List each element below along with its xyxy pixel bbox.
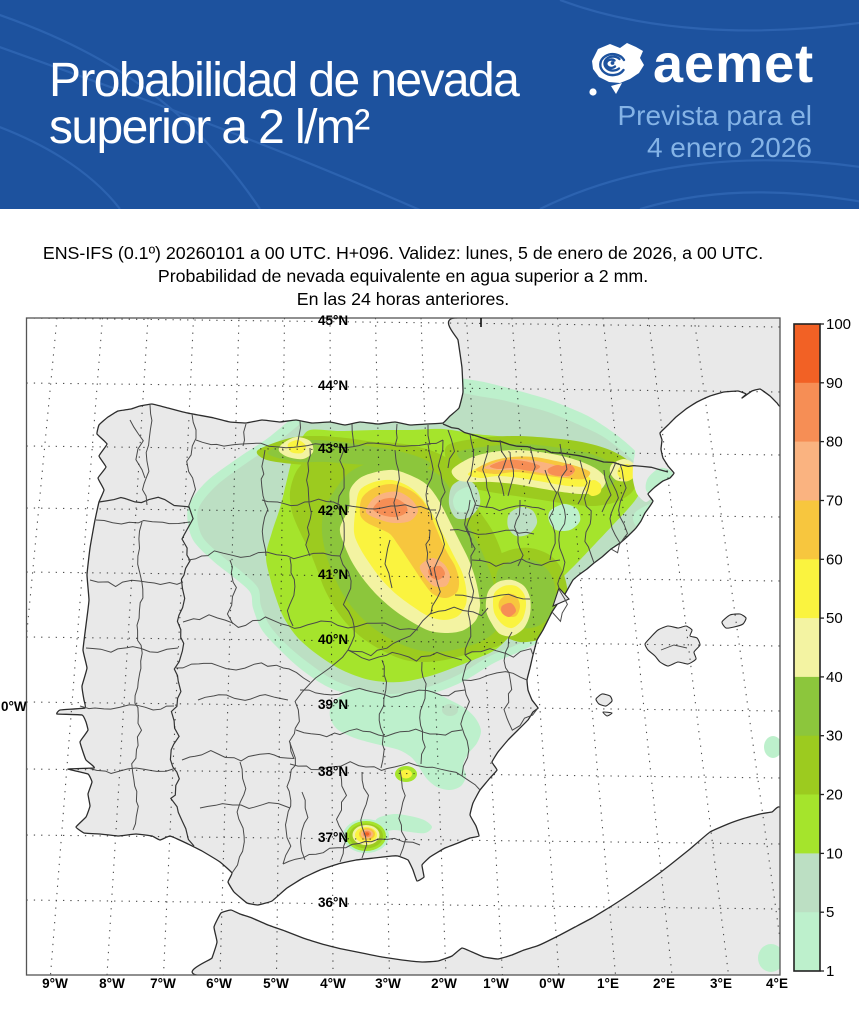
svg-text:43°N: 43°N: [318, 441, 348, 456]
svg-text:50: 50: [826, 610, 843, 627]
svg-text:45°N: 45°N: [318, 313, 348, 328]
svg-text:0°W: 0°W: [539, 976, 565, 991]
svg-text:37°N: 37°N: [318, 830, 348, 845]
svg-text:7°W: 7°W: [150, 976, 176, 991]
svg-text:90: 90: [826, 375, 843, 392]
svg-text:41°N: 41°N: [318, 567, 348, 582]
svg-text:70: 70: [826, 493, 843, 510]
svg-text:38°N: 38°N: [318, 764, 348, 779]
svg-text:2°E: 2°E: [653, 976, 675, 991]
svg-text:40: 40: [826, 669, 843, 686]
svg-text:1: 1: [826, 963, 834, 980]
svg-text:0°W: 0°W: [1, 699, 27, 714]
svg-text:36°N: 36°N: [318, 895, 348, 910]
svg-text:80: 80: [826, 434, 843, 451]
svg-text:4°E: 4°E: [766, 976, 788, 991]
svg-text:6°W: 6°W: [206, 976, 232, 991]
svg-text:1°W: 1°W: [483, 976, 509, 991]
svg-text:5: 5: [826, 904, 834, 921]
svg-text:100: 100: [826, 316, 851, 333]
svg-text:4°W: 4°W: [320, 976, 346, 991]
svg-text:3°W: 3°W: [375, 976, 401, 991]
svg-text:42°N: 42°N: [318, 503, 348, 518]
svg-text:44°N: 44°N: [318, 378, 348, 393]
svg-text:30: 30: [826, 728, 843, 745]
svg-text:8°W: 8°W: [99, 976, 125, 991]
svg-text:3°E: 3°E: [710, 976, 732, 991]
svg-text:20: 20: [826, 787, 843, 804]
svg-text:10: 10: [826, 845, 843, 862]
svg-text:2°W: 2°W: [431, 976, 457, 991]
svg-text:39°N: 39°N: [318, 697, 348, 712]
svg-text:1°E: 1°E: [597, 976, 619, 991]
svg-text:60: 60: [826, 551, 843, 568]
svg-text:40°N: 40°N: [318, 632, 348, 647]
svg-text:5°W: 5°W: [263, 976, 289, 991]
svg-text:9°W: 9°W: [42, 976, 68, 991]
